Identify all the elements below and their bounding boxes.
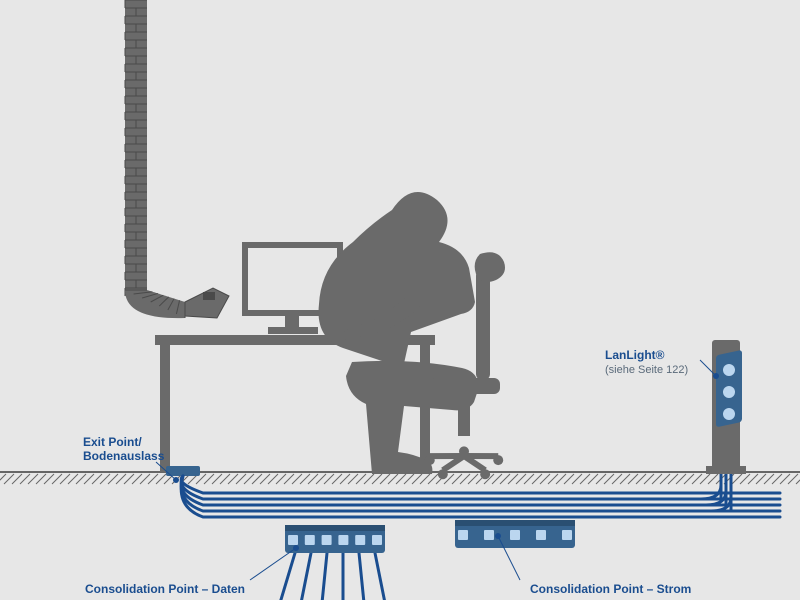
exit-point-line1: Exit Point/ [83, 435, 164, 449]
exit-point-line2: Bodenauslass [83, 449, 164, 463]
lanlight-socket [723, 386, 735, 398]
cp-strom-box-port [562, 530, 572, 540]
cp-strom-box-port [510, 530, 520, 540]
lanlight-socket [723, 364, 735, 376]
cp-daten-box-port [288, 535, 298, 545]
cp-daten-box-port [355, 535, 365, 545]
desk-connector [203, 292, 215, 300]
lanlight-label: LanLight® (siehe Seite 122) [605, 348, 688, 378]
lanlight-socket [723, 408, 735, 420]
exit-point-dot [173, 477, 179, 483]
cp-daten-dot [293, 545, 299, 551]
cp-daten-box-port [372, 535, 382, 545]
cp-daten-label: Consolidation Point – Daten [85, 582, 245, 596]
cp-strom-dot [495, 533, 501, 539]
cp-strom-box [455, 520, 575, 548]
lanlight-tower [706, 340, 746, 474]
cp-strom-label: Consolidation Point – Strom [530, 582, 691, 596]
cp-strom-line1: Consolidation Point – Strom [530, 582, 691, 596]
exit-point-label: Exit Point/ Bodenauslass [83, 435, 164, 464]
cp-daten-box-port [322, 535, 332, 545]
cable-tray [125, 0, 147, 296]
cp-strom-box-port [458, 530, 468, 540]
cp-daten-box-port [305, 535, 315, 545]
lanlight-dot [713, 373, 719, 379]
lanlight-title: LanLight® [605, 348, 665, 362]
cp-daten-box [285, 525, 385, 553]
lanlight-sub: (siehe Seite 122) [605, 364, 688, 376]
cp-daten-line1: Consolidation Point – Daten [85, 582, 245, 596]
cp-strom-box-port [536, 530, 546, 540]
cp-strom-box-port [484, 530, 494, 540]
cp-daten-box-port [338, 535, 348, 545]
